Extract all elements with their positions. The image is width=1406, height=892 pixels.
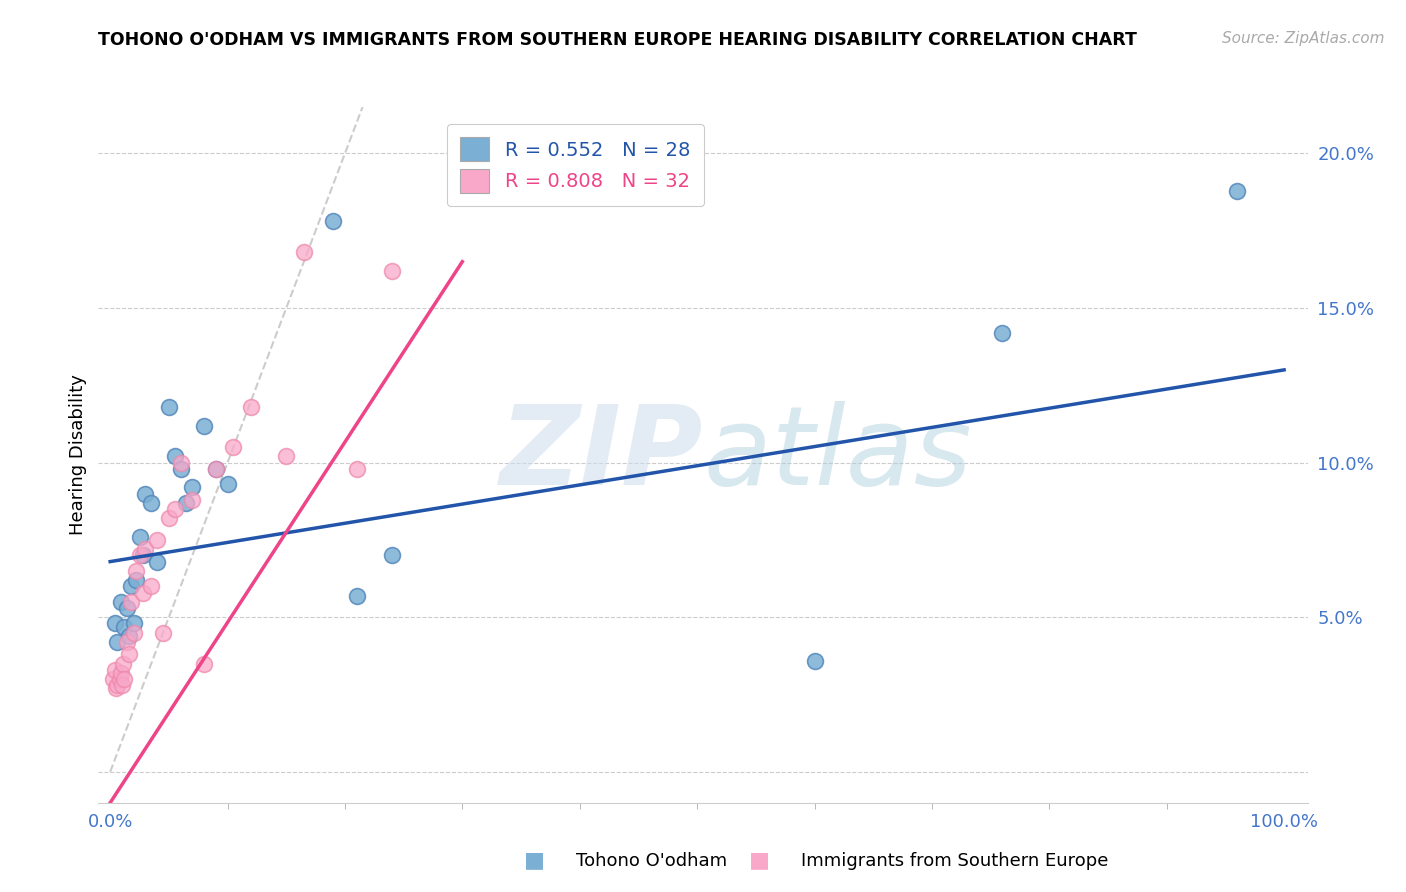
Point — [292, 245, 315, 260]
Point — [118, 648, 141, 662]
Text: Tohono O'odham: Tohono O'odham — [576, 852, 727, 870]
Text: Source: ZipAtlas.com: Source: ZipAtlas.com — [1222, 31, 1385, 46]
Point — [240, 400, 263, 414]
Point — [157, 511, 180, 525]
Point — [141, 496, 163, 510]
Point — [111, 678, 134, 692]
Point — [110, 595, 132, 609]
Point — [105, 635, 128, 649]
Point — [1226, 184, 1249, 198]
Point — [105, 681, 128, 696]
Point — [122, 616, 145, 631]
Point — [991, 326, 1014, 340]
Point — [128, 530, 150, 544]
Point — [193, 418, 215, 433]
Point — [132, 549, 155, 563]
Point — [104, 616, 127, 631]
Text: ZIP: ZIP — [499, 401, 703, 508]
Point — [163, 450, 186, 464]
Point — [381, 549, 404, 563]
Point — [204, 462, 226, 476]
Point — [105, 678, 128, 692]
Point — [803, 654, 825, 668]
Point — [110, 665, 132, 680]
Point — [276, 450, 298, 464]
Point — [163, 502, 186, 516]
Text: ■: ■ — [749, 850, 769, 870]
Point — [125, 573, 148, 587]
Point — [101, 672, 124, 686]
Point — [322, 214, 344, 228]
Point — [134, 486, 156, 500]
Point — [134, 542, 156, 557]
Point — [169, 456, 191, 470]
Point — [217, 477, 239, 491]
Point — [152, 625, 174, 640]
Point — [381, 264, 404, 278]
Point — [222, 440, 245, 454]
Point — [193, 657, 215, 671]
Point — [176, 496, 198, 510]
Point — [157, 400, 180, 414]
Point — [346, 462, 368, 476]
Point — [122, 625, 145, 640]
Point — [125, 564, 148, 578]
Point — [120, 579, 142, 593]
Point — [118, 629, 141, 643]
Point — [128, 549, 150, 563]
Point — [112, 657, 135, 671]
Point — [346, 589, 368, 603]
Point — [115, 635, 138, 649]
Point — [169, 462, 191, 476]
Point — [112, 672, 135, 686]
Point — [181, 492, 204, 507]
Point — [204, 462, 226, 476]
Point — [108, 672, 131, 686]
Point — [115, 601, 138, 615]
Legend: R = 0.552   N = 28, R = 0.808   N = 32: R = 0.552 N = 28, R = 0.808 N = 32 — [447, 124, 704, 206]
Point — [104, 663, 127, 677]
Point — [141, 579, 163, 593]
Point — [120, 595, 142, 609]
Point — [146, 533, 169, 547]
Text: atlas: atlas — [703, 401, 972, 508]
Point — [112, 619, 135, 633]
Text: TOHONO O'ODHAM VS IMMIGRANTS FROM SOUTHERN EUROPE HEARING DISABILITY CORRELATION: TOHONO O'ODHAM VS IMMIGRANTS FROM SOUTHE… — [98, 31, 1137, 49]
Text: Immigrants from Southern Europe: Immigrants from Southern Europe — [801, 852, 1109, 870]
Y-axis label: Hearing Disability: Hearing Disability — [69, 375, 87, 535]
Point — [132, 585, 155, 599]
Text: ■: ■ — [524, 850, 544, 870]
Point — [181, 480, 204, 494]
Point — [146, 555, 169, 569]
